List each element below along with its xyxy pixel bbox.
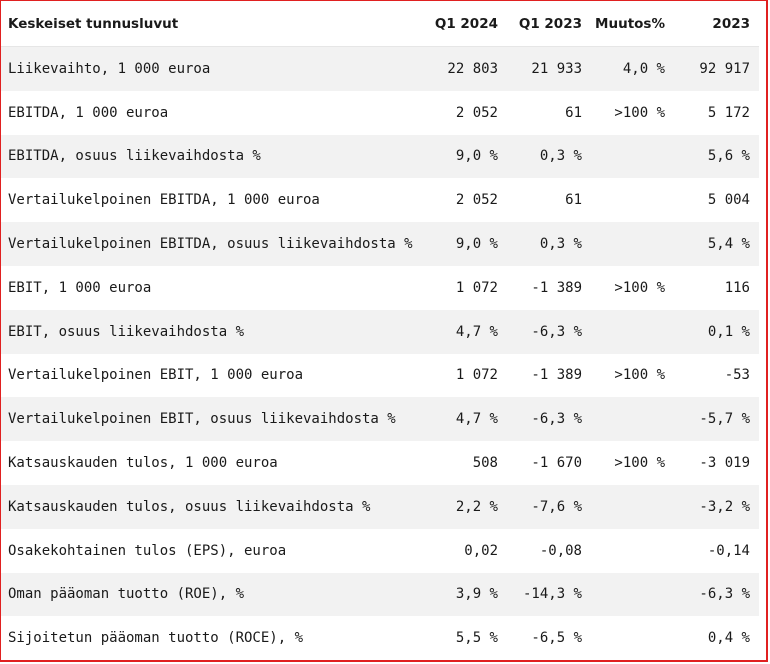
table-row: Sijoitetun pääoman tuotto (ROCE), % 5,5 %… — [1, 616, 759, 660]
cell-q1-2023: 0,3 % — [508, 134, 592, 179]
table-row: Katsauskauden tulos, 1 000 euroa 508 -1 67… — [1, 441, 759, 485]
row-label: Vertailukelpoinen EBITDA, osuus liikevai… — [1, 222, 423, 266]
table-row: Vertailukelpoinen EBIT, osuus liikevaihd… — [1, 397, 759, 442]
row-label: Katsauskauden tulos, osuus liikevaihdost… — [1, 484, 423, 529]
cell-change-percent — [592, 572, 675, 617]
cell-q1-2023: 61 — [565, 192, 582, 209]
table-row: Vertailukelpoinen EBIT, 1 000 euroa 1 072… — [1, 354, 759, 398]
cell-2023: -5,7 % — [675, 397, 759, 442]
row-label: Oman pääoman tuotto (ROE), % — [1, 572, 423, 617]
cell-change-percent — [592, 484, 675, 529]
cell-q1-2024: 1 072 — [455, 367, 498, 384]
row-label: Liikevaihto, 1 000 euroa — [1, 46, 423, 91]
cell-q1-2023: 21 933 — [508, 46, 592, 91]
cell-q1-2024: 2 052 — [455, 192, 498, 209]
row-label: Vertailukelpoinen EBIT, osuus liikevaihd… — [1, 397, 423, 442]
cell-change-percent — [592, 309, 675, 354]
cell-q1-2023: -1 670 — [531, 455, 582, 472]
cell-change-percent — [592, 134, 675, 179]
row-label: Sijoitetun pääoman tuotto (ROCE), % — [8, 630, 304, 647]
table-header-row: Keskeiset tunnusluvut Q1 2024 Q1 2023 Mu… — [1, 1, 759, 47]
cell-q1-2024: 2 052 — [455, 104, 498, 121]
cell-2023: -0,14 — [707, 542, 750, 559]
cell-change-percent: >100 % — [614, 104, 665, 121]
cell-change-percent — [592, 616, 675, 660]
table-row: EBIT, 1 000 euroa 1 072 -1 389 >100 % 116 — [1, 266, 759, 310]
cell-q1-2024: 4,7 % — [423, 309, 508, 354]
cell-2023: 0,4 % — [707, 630, 750, 647]
header-q1-2023: Q1 2023 — [508, 1, 592, 47]
table-row: EBITDA, osuus liikevaihdosta % 9,0 % 0,3 %… — [1, 134, 759, 179]
row-label: Osakekohtainen tulos (EPS), euroa — [8, 542, 287, 559]
cell-q1-2024: 1 072 — [455, 279, 498, 296]
cell-2023: 5 172 — [707, 104, 750, 121]
cell-change-percent: >100 % — [614, 455, 665, 472]
table-body: Liikevaihto, 1 000 euroa 22 803 21 933 4,0 … — [1, 46, 759, 661]
cell-q1-2024: 5,5 % — [455, 630, 498, 647]
cell-q1-2023: -6,5 % — [531, 630, 582, 647]
header-2023: 2023 — [675, 1, 759, 47]
cell-2023: 5 004 — [707, 192, 750, 209]
row-label: EBITDA, 1 000 euroa — [8, 104, 169, 121]
cell-2023: -3,2 % — [675, 484, 759, 529]
cell-q1-2024: 3,9 % — [423, 572, 508, 617]
cell-q1-2024: 4,7 % — [423, 397, 508, 442]
cell-q1-2024: 2,2 % — [423, 484, 508, 529]
cell-q1-2023: -1 389 — [531, 279, 582, 296]
cell-2023: -6,3 % — [675, 572, 759, 617]
cell-change-percent: 4,0 % — [592, 46, 675, 91]
table-row: Vertailukelpoinen EBITDA, 1 000 euroa 2 0… — [1, 178, 759, 222]
key-figures-table-container: Keskeiset tunnusluvut Q1 2024 Q1 2023 Mu… — [1, 1, 759, 660]
cell-q1-2024: 9,0 % — [423, 222, 508, 266]
cell-2023: 116 — [724, 279, 750, 296]
cell-q1-2023: -7,6 % — [508, 484, 592, 529]
table-row: EBITDA, 1 000 euroa 2 052 61 >100 % 5 172 — [1, 91, 759, 135]
cell-change-percent — [592, 222, 675, 266]
table-row: Katsauskauden tulos, osuus liikevaihdost… — [1, 484, 759, 529]
row-label: Katsauskauden tulos, 1 000 euroa — [8, 455, 278, 472]
cell-2023: -3 019 — [699, 455, 750, 472]
row-label: Vertailukelpoinen EBIT, 1 000 euroa — [8, 367, 304, 384]
cell-change-percent: >100 % — [614, 279, 665, 296]
table-row: Osakekohtainen tulos (EPS), euroa 0,02 -0,… — [1, 529, 759, 573]
cell-change-percent — [592, 529, 675, 573]
row-label: Vertailukelpoinen EBITDA, 1 000 euroa — [8, 192, 320, 209]
cell-q1-2024: 508 — [472, 455, 498, 472]
cell-2023: 0,1 % — [675, 309, 759, 354]
key-figures-table: Keskeiset tunnusluvut Q1 2024 Q1 2023 Mu… — [1, 1, 759, 660]
cell-2023: -53 — [724, 367, 750, 384]
header-change-percent: Muutos% — [592, 1, 675, 47]
table-row: Vertailukelpoinen EBITDA, osuus liikevai… — [1, 222, 759, 266]
cell-2023: 5,6 % — [675, 134, 759, 179]
cell-q1-2023: -0,08 — [539, 542, 582, 559]
cell-q1-2023: -6,3 % — [508, 397, 592, 442]
cell-change-percent: >100 % — [614, 367, 665, 384]
cell-2023: 5,4 % — [675, 222, 759, 266]
cell-change-percent — [592, 397, 675, 442]
row-label: EBIT, 1 000 euroa — [8, 279, 152, 296]
table-row: EBIT, osuus liikevaihdosta % 4,7 % -6,3 % 0… — [1, 309, 759, 354]
cell-q1-2024: 22 803 — [423, 46, 508, 91]
cell-q1-2023: -6,3 % — [508, 309, 592, 354]
cell-q1-2023: 0,3 % — [508, 222, 592, 266]
cell-q1-2024: 9,0 % — [423, 134, 508, 179]
cell-change-percent — [592, 178, 675, 222]
cell-q1-2024: 0,02 — [464, 542, 498, 559]
row-label: EBIT, osuus liikevaihdosta % — [1, 309, 423, 354]
table-row: Liikevaihto, 1 000 euroa 22 803 21 933 4,0 … — [1, 46, 759, 91]
cell-2023: 92 917 — [675, 46, 759, 91]
cell-q1-2023: -14,3 % — [508, 572, 592, 617]
header-q1-2024: Q1 2024 — [423, 1, 508, 47]
cell-q1-2023: -1 389 — [531, 367, 582, 384]
table-row: Oman pääoman tuotto (ROE), % 3,9 % -14,3 %… — [1, 572, 759, 617]
header-key-figures: Keskeiset tunnusluvut — [1, 1, 423, 47]
cell-q1-2023: 61 — [565, 104, 582, 121]
row-label: EBITDA, osuus liikevaihdosta % — [1, 134, 423, 179]
